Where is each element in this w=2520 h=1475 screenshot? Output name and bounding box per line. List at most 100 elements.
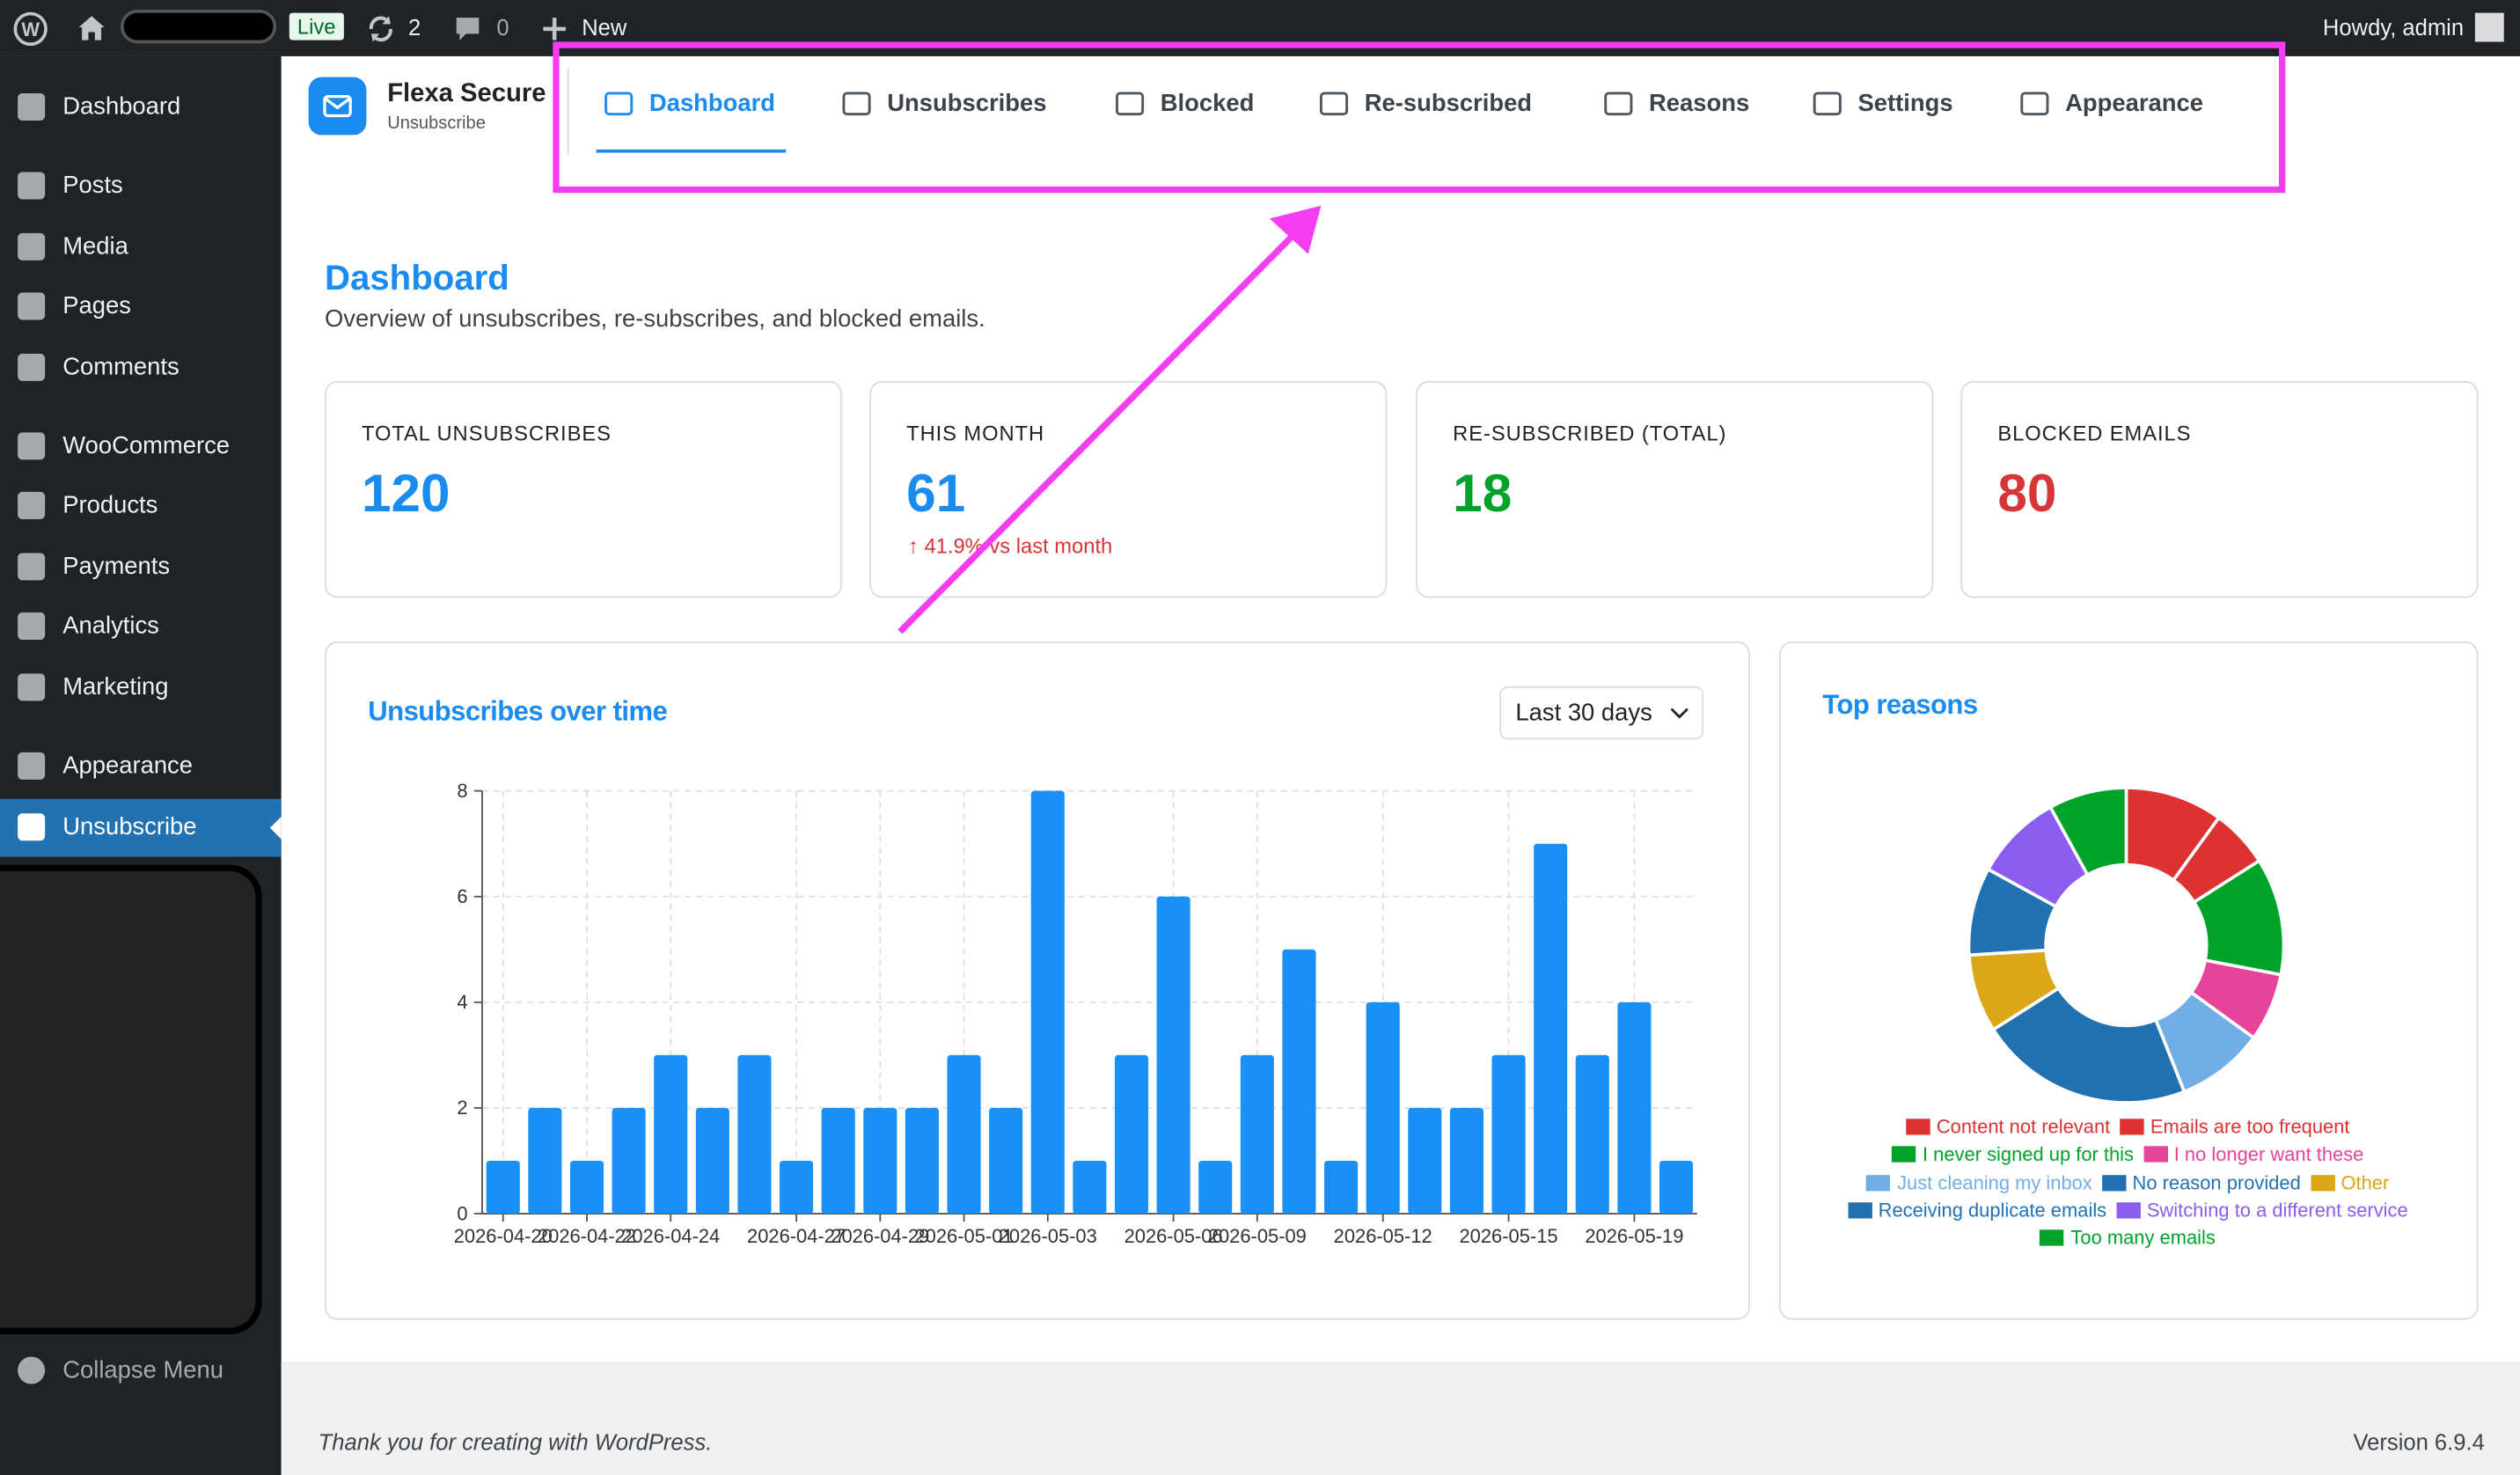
menu-icon — [18, 553, 46, 581]
wp-logo[interactable]: W — [13, 11, 48, 47]
greeting[interactable]: Howdy, admin — [2322, 14, 2465, 40]
home-icon[interactable] — [76, 13, 108, 42]
updates-count[interactable]: 2 — [407, 14, 421, 40]
legend-swatch — [2143, 1146, 2168, 1163]
menu-label[interactable]: Analytics — [62, 612, 159, 640]
menu-label[interactable]: Appearance — [62, 752, 194, 780]
menu-label[interactable]: Unsubscribe — [62, 813, 197, 841]
menu-item[interactable]: Products — [0, 477, 282, 535]
x-tick-label: 2026-04-24 — [621, 1225, 720, 1247]
menu-item[interactable]: Dashboard — [0, 79, 282, 137]
legend-label: Content not relevant — [1936, 1115, 2111, 1139]
bar — [905, 1107, 939, 1214]
bar — [1491, 1054, 1526, 1214]
legend-item: Receiving duplicate emails — [1847, 1198, 2106, 1226]
menu-icon — [18, 432, 46, 460]
x-tick-label: 2026-05-19 — [1585, 1225, 1683, 1247]
menu-label[interactable]: Marketing — [62, 673, 169, 701]
menu-label[interactable]: Comments — [62, 353, 179, 381]
x-tick-label: 2026-05-15 — [1460, 1225, 1558, 1247]
menu-item[interactable]: WooCommerce — [0, 418, 282, 476]
bar — [1617, 1002, 1652, 1214]
bar — [1073, 1160, 1107, 1214]
avatar[interactable] — [2474, 12, 2504, 42]
menu-icon — [18, 92, 46, 121]
menu-item[interactable]: Comments — [0, 339, 282, 397]
bar — [695, 1107, 729, 1214]
y-tick-label: 6 — [457, 885, 467, 907]
y-tick-label: 2 — [457, 1097, 467, 1119]
x-tick-label: 2026-05-03 — [999, 1225, 1097, 1247]
menu-item[interactable]: Analytics — [0, 598, 282, 656]
menu-item[interactable]: Unsubscribe — [0, 798, 282, 857]
menu-icon — [18, 491, 46, 519]
x-tick-label: 2026-04-27 — [747, 1225, 846, 1247]
comments-icon[interactable] — [453, 14, 482, 43]
menu-label[interactable]: Payments — [62, 553, 171, 581]
menu-icon — [18, 353, 46, 381]
menu-icon — [18, 172, 46, 200]
bar — [1240, 1054, 1274, 1214]
menu-icon — [18, 232, 46, 261]
stat-card: TOTAL UNSUBSCRIBES 120 — [324, 380, 843, 598]
x-tick-label: 2026-04-22 — [538, 1225, 636, 1247]
legend-label: I no longer want these — [2173, 1143, 2364, 1166]
stat-card: RE-SUBSCRIBED (TOTAL) 18 — [1416, 380, 1934, 598]
legend-item: I no longer want these — [2143, 1141, 2363, 1170]
menu-item[interactable]: Media — [0, 218, 282, 276]
menu-item[interactable]: Posts — [0, 158, 282, 216]
legend-item: Content not relevant — [1906, 1114, 2110, 1142]
menu-label[interactable]: Dashboard — [62, 92, 181, 121]
updates-icon[interactable] — [366, 14, 395, 43]
new-icon[interactable] — [542, 16, 568, 41]
y-tick-label: 8 — [457, 780, 467, 802]
legend-swatch — [2310, 1174, 2335, 1191]
bar — [1282, 949, 1316, 1214]
legend-swatch — [1847, 1202, 1872, 1219]
bar — [989, 1107, 1023, 1214]
bar — [1366, 1002, 1400, 1214]
menu-item[interactable]: Pages — [0, 278, 282, 336]
legend-label: Switching to a different service — [2146, 1199, 2408, 1222]
page-description: Overview of unsubscribes, re-subscribes,… — [324, 305, 985, 334]
bar — [1114, 1054, 1149, 1214]
stat-value: 18 — [1453, 463, 1513, 523]
legend-swatch — [1906, 1119, 1930, 1135]
menu-item[interactable]: Marketing — [0, 659, 282, 717]
chart-title: Unsubscribes over time — [368, 695, 668, 727]
legend-label: No reason provided — [2132, 1170, 2301, 1194]
menu-label[interactable]: Products — [62, 491, 158, 519]
menu-item[interactable]: Appearance — [0, 738, 282, 796]
collapse-menu[interactable]: Collapse Menu — [0, 1342, 282, 1400]
menu-icon — [18, 813, 46, 841]
stat-label: RE-SUBSCRIBED (TOTAL) — [1453, 421, 1727, 445]
bar — [737, 1054, 772, 1214]
range-select[interactable]: Last 30 days — [1499, 686, 1704, 740]
page-title: Dashboard — [324, 257, 509, 297]
x-tick-label: 2026-05-01 — [915, 1225, 1014, 1247]
legend-item: Other — [2310, 1170, 2389, 1198]
menu-icon — [18, 673, 46, 701]
bar — [1156, 896, 1190, 1214]
footer-version: Version 6.9.4 — [2353, 1428, 2485, 1456]
menu-item[interactable]: Payments — [0, 539, 282, 597]
legend-item: No reason provided — [2101, 1170, 2301, 1198]
plugin-name: Flexa Secure — [387, 80, 546, 108]
bar — [1198, 1160, 1233, 1214]
bar — [569, 1160, 604, 1214]
new-link[interactable]: New — [582, 14, 627, 40]
footer-thanks: Thank you for creating with WordPress. — [318, 1428, 713, 1456]
menu-label[interactable]: WooCommerce — [62, 432, 231, 460]
pie-slice — [2048, 786, 2128, 877]
range-select-label[interactable]: Last 30 days — [1515, 699, 1652, 727]
legend-label: I never signed up for this — [1922, 1143, 2135, 1166]
legend-label: Just cleaning my inbox — [1897, 1170, 2092, 1194]
comments-count[interactable]: 0 — [496, 14, 509, 40]
menu-label[interactable]: Media — [62, 232, 128, 261]
bar — [821, 1107, 855, 1214]
menu-icon — [18, 752, 46, 780]
menu-label[interactable]: Posts — [62, 172, 123, 200]
menu-label[interactable]: Pages — [62, 292, 131, 320]
